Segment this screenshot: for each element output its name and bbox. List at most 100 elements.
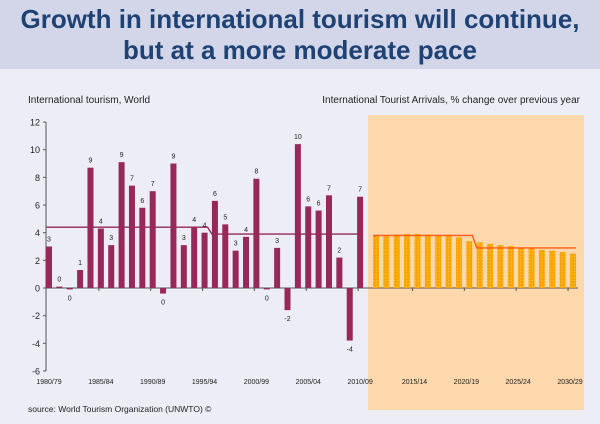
history-data-label: -2	[284, 316, 290, 323]
history-data-label: 3	[109, 235, 113, 242]
y-tick-label: 12	[30, 118, 40, 128]
history-data-label: 1	[78, 260, 82, 267]
history-data-label: 2	[337, 248, 341, 255]
history-bar	[243, 236, 250, 288]
history-data-label: 0	[68, 295, 72, 302]
slide-title: Growth in international tourism will con…	[0, 4, 600, 66]
y-tick-label: 2	[35, 256, 40, 266]
history-bar	[346, 288, 353, 341]
x-tick-label: 1995/94	[192, 379, 217, 386]
history-data-label: 9	[120, 152, 124, 159]
history-bar	[170, 163, 177, 288]
history-data-label: 6	[306, 196, 310, 203]
history-data-label: 8	[254, 169, 258, 176]
history-data-label: 4	[192, 217, 196, 224]
history-data-label: 0	[265, 295, 269, 302]
title-band: Growth in international tourism will con…	[0, 0, 600, 69]
x-tick-label: 1990/89	[140, 379, 165, 386]
forecast-bar	[518, 247, 525, 288]
y-tick-label: 10	[30, 145, 40, 155]
forecast-bar	[538, 249, 545, 288]
history-bar	[222, 224, 229, 288]
forecast-average-line	[373, 234, 577, 249]
forecast-bar	[445, 235, 452, 288]
history-bar	[336, 257, 343, 288]
x-tick-label: 2020/19	[454, 379, 479, 386]
history-bar	[180, 245, 187, 288]
history-average-line	[46, 226, 364, 235]
x-tick-label: 2000/99	[244, 379, 269, 386]
forecast-bar	[476, 242, 483, 288]
history-data-label: 3	[182, 235, 186, 242]
history-bar	[46, 246, 52, 288]
x-tick-label: 2005/04	[296, 379, 321, 386]
history-data-label: 7	[327, 185, 331, 192]
history-data-label: 7	[130, 176, 134, 183]
history-data-label: 9	[89, 158, 93, 165]
y-tick-label: -4	[32, 339, 40, 349]
history-bar	[97, 228, 104, 288]
x-tick-label: 1985/84	[88, 379, 113, 386]
title-line-1: Growth in international tourism will con…	[20, 4, 580, 34]
y-tick-label: 6	[35, 201, 40, 211]
title-line-2: but at a more moderate pace	[123, 35, 477, 65]
forecast-bar	[414, 234, 421, 288]
history-bar	[66, 288, 73, 290]
forecast-bar	[435, 235, 442, 288]
forecast-bar	[559, 252, 566, 288]
y-tick-label: 0	[35, 284, 40, 294]
history-bar	[211, 200, 218, 288]
forecast-bar	[424, 234, 431, 288]
history-data-label: 5	[223, 214, 227, 221]
history-data-label: 4	[244, 227, 248, 234]
history-bar	[232, 250, 239, 288]
right-chart-title: International Tourist Arrivals, % change…	[322, 95, 580, 106]
history-data-label: 6	[317, 201, 321, 208]
history-bar	[149, 191, 156, 288]
forecast-bar	[373, 235, 379, 288]
history-data-label: 0	[57, 277, 61, 284]
x-tick-label: 2030/29	[557, 379, 582, 386]
forecast-bar	[393, 234, 400, 288]
x-tick-label: 2010/09	[347, 379, 372, 386]
history-bar	[294, 144, 301, 288]
history-data-label: 6	[140, 198, 144, 205]
y-tick-label: 8	[35, 173, 40, 183]
history-data-label: 7	[151, 181, 155, 188]
forecast-bar	[507, 245, 514, 288]
source-note: source: World Tourism Organization (UNWT…	[28, 404, 212, 414]
forecast-bar	[497, 245, 504, 288]
forecast-shade	[368, 115, 584, 410]
y-tick-label: -2	[32, 311, 40, 321]
history-bar	[357, 196, 364, 288]
history-data-label: 3	[47, 237, 51, 244]
history-data-label: 7	[358, 187, 362, 194]
history-data-label: 3	[275, 238, 279, 245]
history-data-label: -4	[347, 347, 353, 354]
forecast-bar	[404, 234, 411, 288]
left-chart-title: International tourism, World	[28, 95, 150, 106]
history-bar	[305, 206, 312, 288]
history-data-label: 0	[161, 300, 165, 307]
history-bar	[139, 207, 146, 288]
history-bar	[201, 232, 208, 288]
history-bar	[284, 288, 291, 311]
history-bar	[191, 227, 198, 288]
history-bar	[263, 288, 270, 290]
history-bar	[315, 210, 322, 288]
history-bar	[118, 162, 125, 288]
history-data-label: 4	[203, 223, 207, 230]
forecast-bar	[549, 250, 556, 288]
forecast-bar	[383, 235, 390, 288]
history-bar	[274, 247, 281, 288]
x-tick-label: 1980/79	[36, 379, 61, 386]
forecast-bar	[570, 253, 577, 288]
history-bar	[56, 286, 63, 288]
y-tick-label: 4	[35, 228, 40, 238]
history-data-label: 10	[294, 134, 302, 141]
history-bar	[325, 195, 332, 288]
history-bar	[77, 270, 84, 288]
x-tick-label: 2015/14	[402, 379, 427, 386]
history-data-label: 4	[99, 219, 103, 226]
